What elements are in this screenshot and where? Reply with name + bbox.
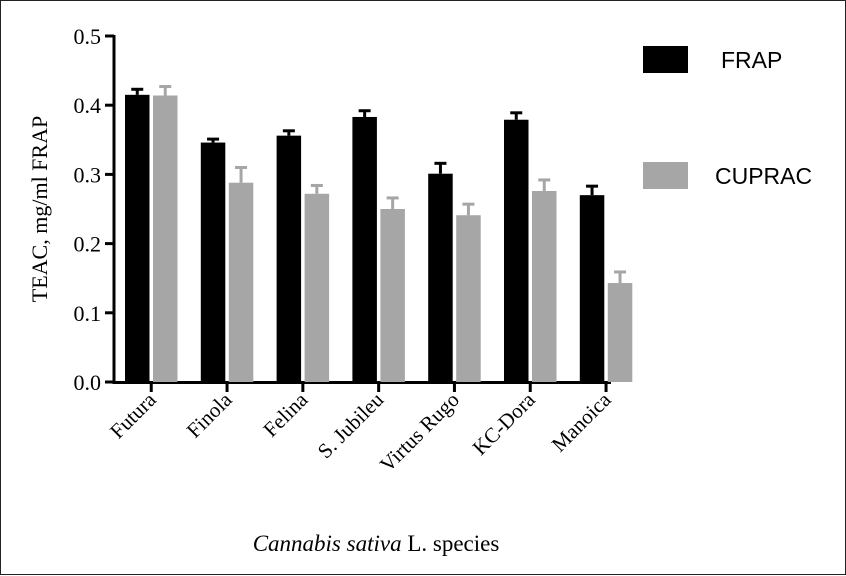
x-tick-label: Virtus Rugo [375,388,464,477]
bar-frap [276,135,302,382]
bar-frap [428,173,453,382]
y-tick-label: 0.5 [74,24,102,49]
x-tick-label: Manoica [547,387,616,456]
x-tick-label: Felina [258,387,313,442]
bar-cuprac [607,283,633,382]
y-tick-label: 0.2 [74,232,102,257]
legend-label-frap: FRAP [721,47,782,73]
x-axis-label: Cannabis sativa L. species [253,531,500,556]
legend: FRAP CUPRAC [643,46,812,189]
bar-frap [200,142,226,382]
bar-cuprac [153,95,178,383]
bar-cuprac [380,209,405,382]
x-tick-label: Futura [105,387,161,443]
legend-swatch-cuprac [643,162,688,189]
y-axis-label: TEAC, mg/ml FRAP [27,116,52,302]
y-tick-label: 0.3 [74,162,102,187]
x-axis-label-rest: L. species [402,531,500,556]
y-tick-label: 0.0 [74,370,102,395]
bar-cuprac [304,193,330,382]
y-tick-label: 0.1 [74,301,102,326]
legend-swatch-frap [643,46,688,73]
x-axis-label-italic: Cannabis sativa [253,531,402,556]
y-tick-label: 0.4 [74,93,102,118]
x-tick-label: Finola [182,387,237,442]
bar-cuprac [456,215,481,382]
bar-frap [125,94,150,382]
legend-label-cuprac: CUPRAC [715,163,812,189]
bar-frap [504,119,529,383]
x-tick-label: S. Jubileu [313,387,389,463]
bar-cuprac [532,191,557,382]
bar-cuprac [228,182,254,382]
bar-frap [352,116,377,383]
x-tick-label: KC-Dora [468,387,541,460]
bar-frap [579,195,605,382]
